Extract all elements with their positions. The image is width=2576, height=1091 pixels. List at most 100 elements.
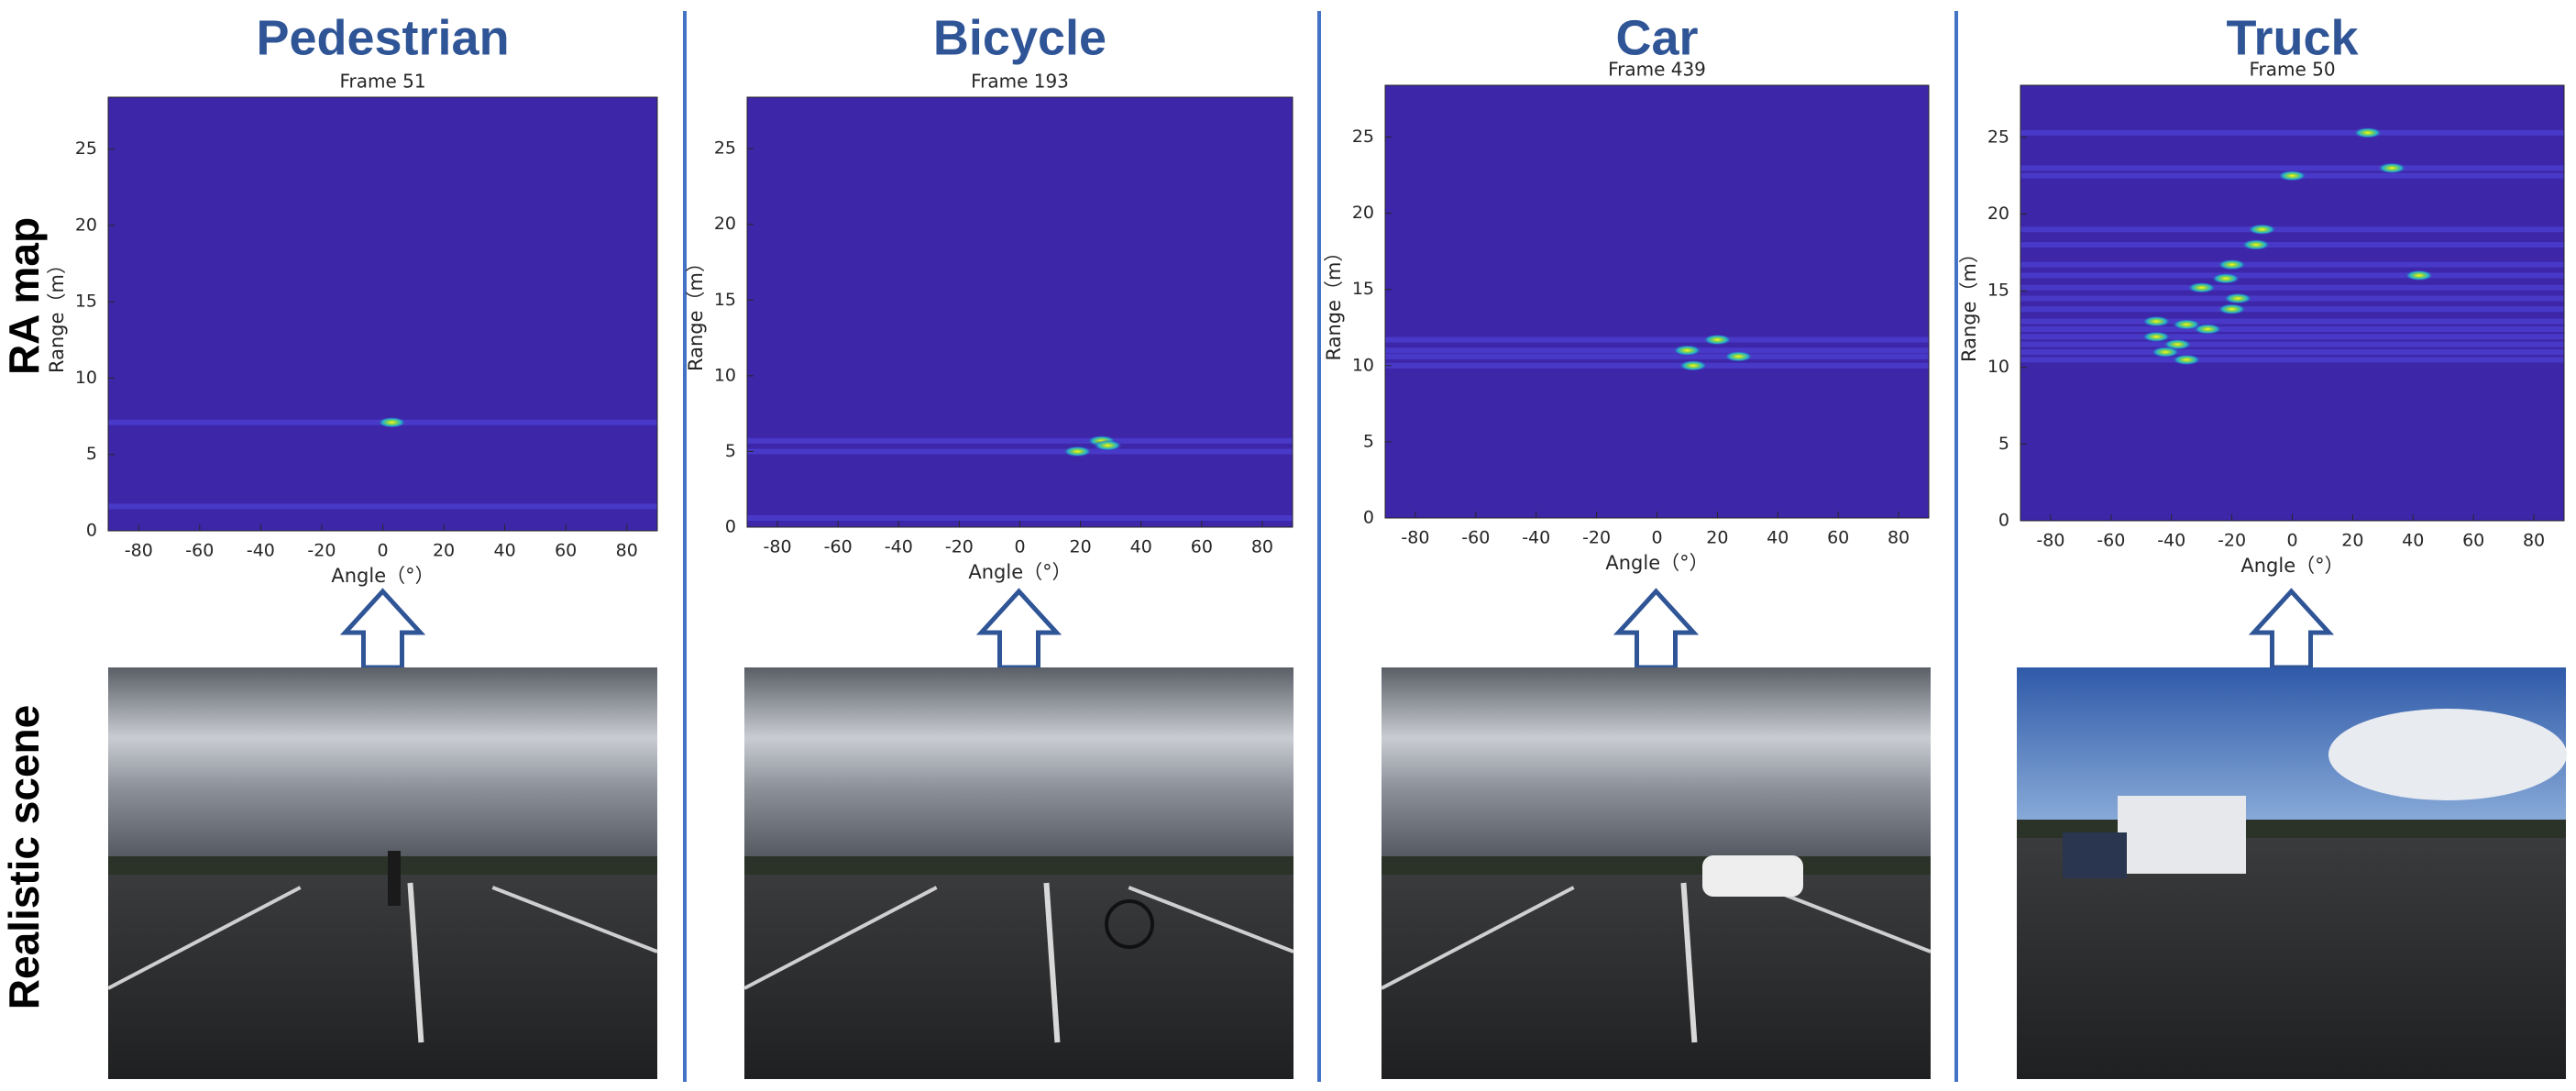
x-tick-label: 40: [494, 541, 516, 561]
row-label: Realistic scene: [0, 705, 48, 1009]
range-band: [2020, 241, 2564, 248]
x-tick-label: -60: [2097, 531, 2125, 551]
hot-spot: [1093, 439, 1123, 451]
photo-sky: [108, 667, 657, 869]
y-tick-label: 10: [714, 365, 736, 385]
range-band: [2020, 334, 2564, 340]
x-tick-label: -80: [2036, 531, 2064, 551]
range-band: [1385, 362, 1929, 369]
photo-lane: [743, 886, 938, 990]
hot-spot: [2151, 347, 2181, 358]
range-band: [2020, 325, 2564, 332]
photo-lane: [107, 886, 302, 990]
hot-spot: [1702, 334, 1733, 346]
photo-truck: [2118, 796, 2246, 874]
photo-lane: [491, 886, 658, 953]
photo-ground: [744, 875, 1294, 1079]
y-tick-label: 20: [714, 214, 736, 234]
x-tick-label: 20: [1706, 528, 1728, 548]
range-band: [2020, 295, 2564, 302]
y-tick-label: 0: [86, 521, 97, 541]
x-tick-label: -40: [1522, 528, 1550, 548]
hot-spot: [1723, 350, 1754, 362]
x-tick-label: 80: [1888, 528, 1910, 548]
range-band: [1385, 353, 1929, 359]
plot-content: [1385, 334, 1929, 371]
x-tick-label: -80: [125, 541, 153, 561]
plot-content: [108, 416, 657, 510]
y-tick-label: 25: [75, 138, 97, 159]
range-band: [2020, 272, 2564, 279]
x-tick-label: -80: [764, 537, 792, 557]
photo-trees: [744, 856, 1294, 875]
photo-lane: [407, 882, 424, 1043]
range-band: [2020, 129, 2564, 136]
hot-spot: [2193, 323, 2223, 335]
x-axis-label: Angle（°）: [2240, 555, 2343, 577]
y-tick-label: 10: [1352, 355, 1374, 375]
y-tick-label: 15: [714, 290, 736, 310]
y-axis-label: Range（m）: [46, 255, 68, 373]
range-band: [2020, 306, 2564, 313]
hot-spot: [2186, 281, 2217, 293]
y-tick-label: 20: [1987, 204, 2009, 224]
hot-spot: [2247, 224, 2277, 236]
range-band: [2020, 357, 2564, 363]
photo-lane: [1680, 882, 1698, 1043]
y-tick-label: 5: [725, 441, 736, 461]
photo-lane: [1128, 886, 1294, 953]
y-tick-label: 15: [75, 292, 97, 312]
range-band: [2020, 341, 2564, 347]
photo-sky: [1382, 667, 1931, 869]
photo-lane: [1765, 886, 1932, 953]
plot-area: [108, 97, 657, 531]
plot-area: [1385, 85, 1929, 518]
y-tick-label: 0: [1998, 511, 2009, 531]
frame-title: Frame 193: [971, 71, 1069, 93]
x-tick-label: 0: [1014, 537, 1025, 557]
y-tick-label: 5: [86, 444, 97, 464]
x-tick-label: 60: [555, 541, 577, 561]
hot-spot: [1672, 345, 1702, 357]
y-tick-label: 25: [714, 138, 736, 159]
up-arrow: [975, 588, 1062, 670]
x-tick-label: 20: [2341, 531, 2363, 551]
range-band: [747, 437, 1293, 444]
panel-heading: Truck: [2226, 10, 2359, 65]
x-tick-label: -40: [2157, 531, 2185, 551]
x-tick-label: 80: [616, 541, 638, 561]
range-band: [2020, 226, 2564, 233]
x-tick-label: -60: [824, 537, 853, 557]
range-band: [747, 448, 1293, 455]
photo-cloud: [2328, 709, 2567, 800]
x-tick-label: 60: [1191, 537, 1213, 557]
range-band: [1385, 336, 1929, 343]
y-axis-label: Range（m）: [1323, 242, 1345, 360]
x-tick-label: 0: [1651, 528, 1662, 548]
photo-ground: [1382, 875, 1931, 1079]
x-tick-label: -20: [945, 537, 974, 557]
x-tick-label: -20: [307, 541, 336, 561]
photo-car: [1702, 855, 1803, 897]
hot-spot: [2277, 170, 2307, 182]
photo-lane: [1381, 886, 1575, 990]
range-band: [2020, 349, 2564, 356]
range-band: [2020, 284, 2564, 291]
x-tick-label: 40: [1767, 528, 1789, 548]
range-band: [2020, 261, 2564, 268]
up-arrow: [2248, 588, 2335, 670]
photo-sky: [744, 667, 1294, 869]
x-axis-label: Angle（°）: [331, 565, 434, 587]
plot-area: [2020, 85, 2564, 521]
plot-content: [747, 435, 1293, 522]
y-tick-label: 25: [1987, 127, 2009, 147]
frame-title: Frame 51: [339, 71, 425, 93]
range-band: [2020, 318, 2564, 325]
x-tick-label: -40: [247, 541, 275, 561]
range-band: [2020, 165, 2564, 171]
y-tick-label: 15: [1352, 279, 1374, 299]
photo-person: [388, 851, 401, 906]
up-arrow: [339, 588, 426, 670]
x-tick-label: 40: [2402, 531, 2424, 551]
hot-spot: [1062, 446, 1093, 457]
